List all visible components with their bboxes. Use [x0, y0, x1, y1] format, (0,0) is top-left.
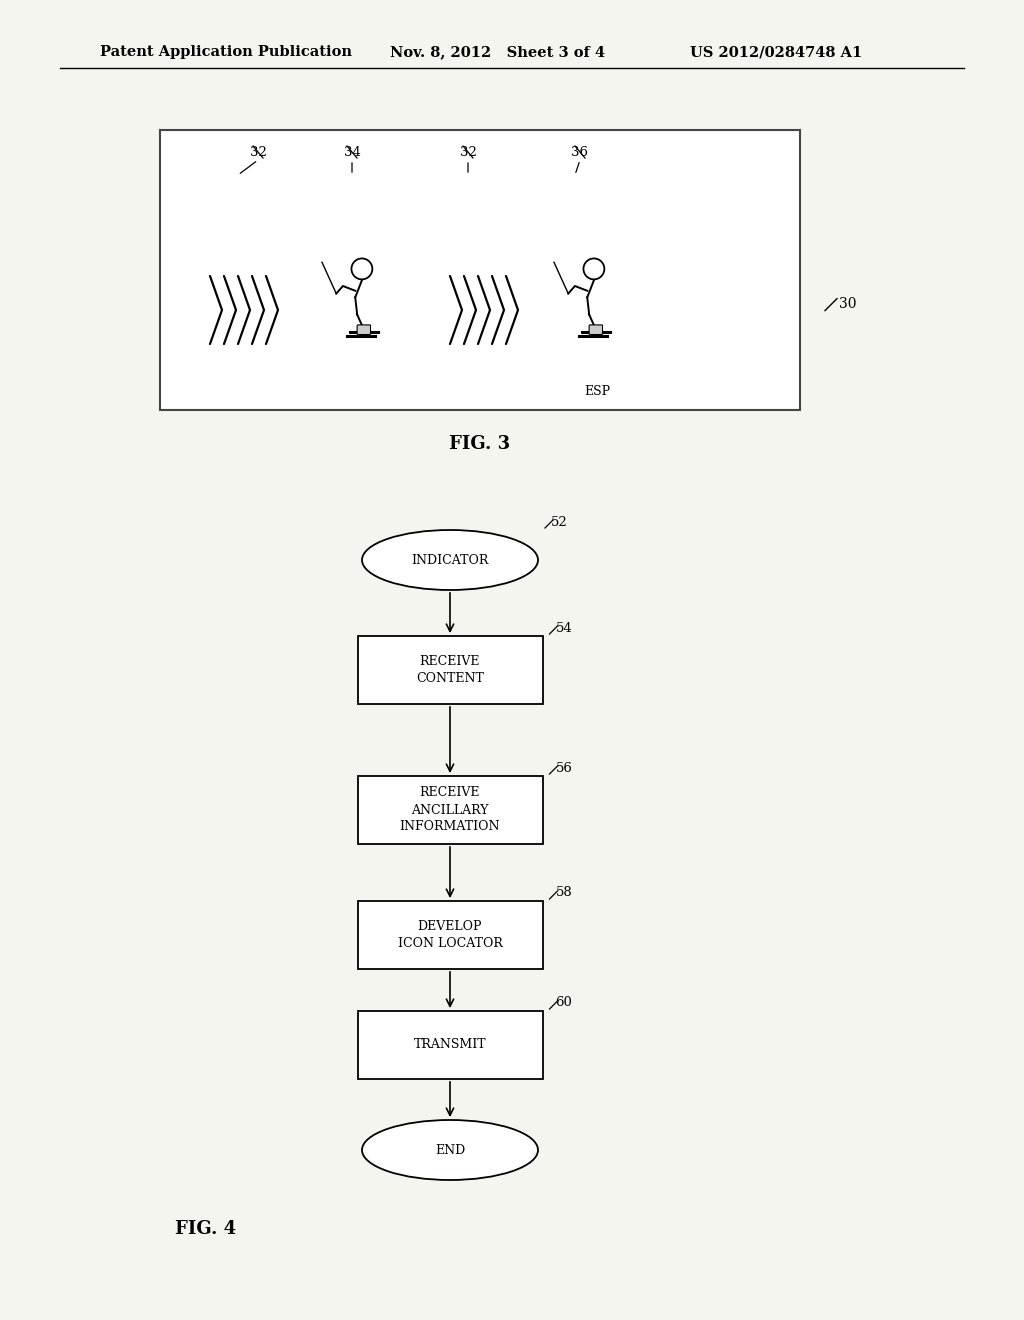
Text: 30: 30: [839, 297, 856, 310]
Text: Nov. 8, 2012   Sheet 3 of 4: Nov. 8, 2012 Sheet 3 of 4: [390, 45, 605, 59]
Text: Patent Application Publication: Patent Application Publication: [100, 45, 352, 59]
Text: INDICATOR: INDICATOR: [412, 553, 488, 566]
Text: 56: 56: [555, 762, 572, 775]
Text: RECEIVE
CONTENT: RECEIVE CONTENT: [416, 655, 484, 685]
Text: TRANSMIT: TRANSMIT: [414, 1039, 486, 1052]
Text: DEVELOP
ICON LOCATOR: DEVELOP ICON LOCATOR: [397, 920, 503, 950]
Bar: [357, 636, 543, 704]
Text: 34: 34: [344, 145, 360, 158]
Text: ESP: ESP: [584, 385, 610, 399]
Text: 60: 60: [555, 997, 572, 1010]
FancyBboxPatch shape: [589, 325, 602, 334]
FancyBboxPatch shape: [357, 325, 371, 334]
Bar: [160, 129, 800, 411]
Ellipse shape: [362, 1119, 538, 1180]
Text: 36: 36: [571, 145, 589, 158]
Bar: [357, 1011, 543, 1078]
Text: US 2012/0284748 A1: US 2012/0284748 A1: [690, 45, 862, 59]
Text: END: END: [435, 1143, 465, 1156]
Text: 32: 32: [250, 145, 266, 158]
Text: FIG. 4: FIG. 4: [175, 1220, 237, 1238]
Bar: [357, 776, 543, 843]
Text: 58: 58: [555, 887, 572, 899]
Text: RECEIVE
ANCILLARY
INFORMATION: RECEIVE ANCILLARY INFORMATION: [399, 787, 501, 833]
Text: FIG. 3: FIG. 3: [450, 436, 511, 453]
Ellipse shape: [362, 531, 538, 590]
Text: 54: 54: [555, 622, 572, 635]
Text: 32: 32: [460, 145, 476, 158]
Text: 52: 52: [551, 516, 567, 528]
Bar: [357, 902, 543, 969]
